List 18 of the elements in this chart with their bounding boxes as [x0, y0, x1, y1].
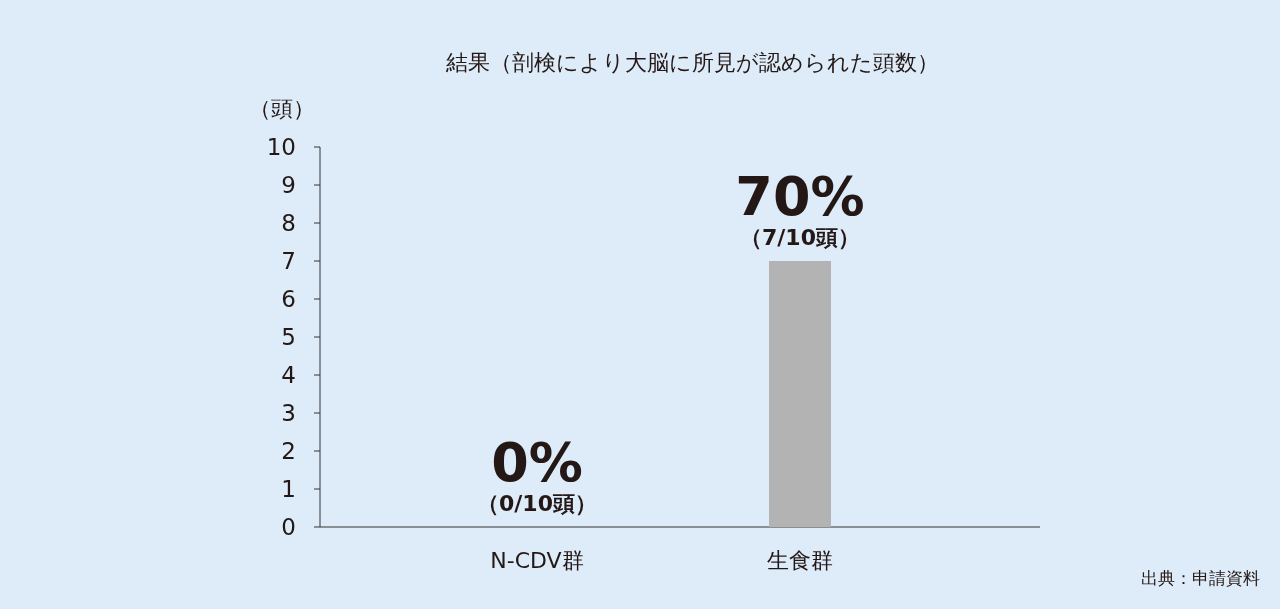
y-tick-label: 9 [281, 172, 296, 198]
y-tick-label: 0 [281, 514, 296, 540]
x-tick-label: 生食群 [767, 548, 833, 573]
y-axis-title: （頭） [249, 96, 315, 121]
y-tick-label: 7 [281, 248, 296, 274]
y-tick-label: 8 [281, 210, 296, 236]
y-tick-label: 3 [281, 400, 296, 426]
y-tick-label: 2 [281, 438, 296, 464]
y-tick-label: 5 [281, 324, 296, 350]
y-tick-label: 10 [266, 134, 296, 160]
y-tick-label: 4 [281, 362, 296, 388]
source-note: 出典：申請資料 [1141, 568, 1260, 588]
chart-title: 結果（剖検により大脳に所見が認められた頭数） [444, 50, 939, 75]
x-tick-label: N-CDV群 [490, 548, 584, 573]
data-label: 0% （0/10頭） [477, 431, 597, 516]
y-tick-label: 1 [281, 476, 296, 502]
y-tick-label: 6 [281, 286, 296, 312]
data-label: 70% （7/10頭） [735, 165, 865, 250]
